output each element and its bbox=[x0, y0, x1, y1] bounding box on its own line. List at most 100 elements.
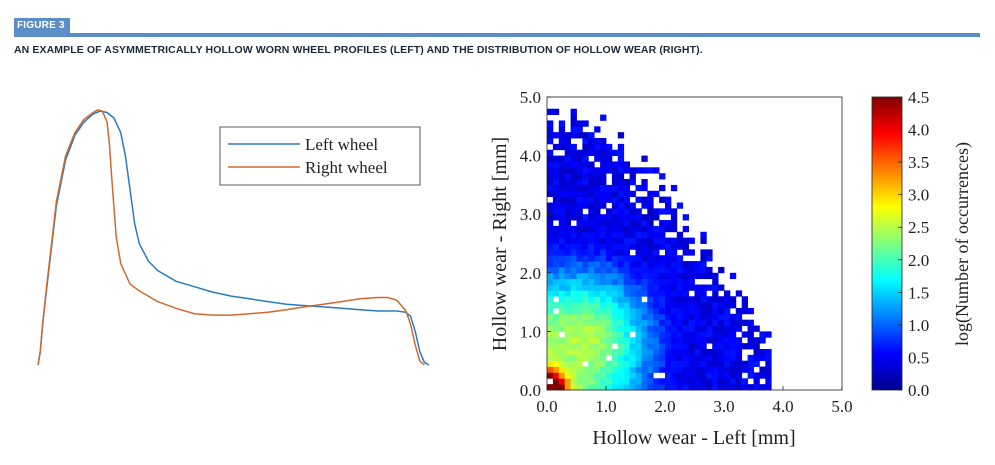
heatmap-cell bbox=[665, 331, 671, 337]
heatmap-cell bbox=[588, 326, 594, 332]
heatmap-cell bbox=[683, 326, 689, 332]
heatmap-cell bbox=[647, 191, 653, 197]
heatmap-cell bbox=[706, 349, 712, 355]
heatmap-cell bbox=[695, 261, 701, 267]
heatmap-cell bbox=[571, 214, 577, 220]
heatmap-cell bbox=[582, 167, 588, 173]
heatmap-cell bbox=[736, 290, 742, 296]
heatmap-cell bbox=[618, 279, 624, 285]
heatmap-cell bbox=[712, 279, 718, 285]
heatmap-cell bbox=[748, 372, 754, 378]
heatmap-cell bbox=[594, 185, 600, 191]
heatmap-cell bbox=[571, 167, 577, 173]
heatmap-cell bbox=[641, 167, 647, 173]
heatmap-cell bbox=[671, 226, 677, 232]
heatmap-cell bbox=[665, 349, 671, 355]
heatmap-cell bbox=[659, 331, 665, 337]
heatmap-cell bbox=[683, 378, 689, 384]
heatmap-cell bbox=[624, 355, 630, 361]
heatmap-cell bbox=[606, 156, 612, 162]
heatmap-cell bbox=[624, 191, 630, 197]
heatmap-cell bbox=[724, 302, 730, 308]
colorbar-tick-label: 3.0 bbox=[908, 186, 929, 205]
heatmap-cell bbox=[641, 384, 647, 390]
heatmap-cell bbox=[547, 349, 553, 355]
heatmap-cell bbox=[600, 314, 606, 320]
heatmap-cell bbox=[659, 244, 665, 250]
heatmap-cell bbox=[641, 249, 647, 255]
heatmap-cell bbox=[582, 331, 588, 337]
heatmap-cell bbox=[577, 267, 583, 273]
heatmap-cell bbox=[647, 279, 653, 285]
heatmap-cell bbox=[618, 185, 624, 191]
heatmap-cell bbox=[624, 255, 630, 261]
heatmap-cell bbox=[600, 308, 606, 314]
heatmap-cell bbox=[618, 132, 624, 138]
heatmap-cell bbox=[706, 285, 712, 291]
heatmap-cell bbox=[665, 238, 671, 244]
heatmap-cell bbox=[683, 285, 689, 291]
heatmap-cell bbox=[624, 185, 630, 191]
heatmap-cell bbox=[677, 238, 683, 244]
heatmap-cell bbox=[577, 337, 583, 343]
heatmap-cell bbox=[606, 249, 612, 255]
heatmap-cell bbox=[612, 249, 618, 255]
heatmap-cell bbox=[582, 156, 588, 162]
heatmap-cell bbox=[653, 214, 659, 220]
heatmap-cell bbox=[630, 337, 636, 343]
heatmap-cell bbox=[677, 367, 683, 373]
heatmap-cell bbox=[559, 285, 565, 291]
heatmap-cell bbox=[559, 120, 565, 126]
heatmap-cell bbox=[553, 290, 559, 296]
heatmap-cell bbox=[547, 279, 553, 285]
heatmap-cell bbox=[718, 372, 724, 378]
heatmap-cell bbox=[689, 378, 695, 384]
heatmap-cell bbox=[659, 197, 665, 203]
heatmap-cell bbox=[571, 191, 577, 197]
heatmap-cell bbox=[636, 361, 642, 367]
heatmap-cell bbox=[588, 202, 594, 208]
heatmap-cell bbox=[582, 120, 588, 126]
heatmap-cell bbox=[677, 343, 683, 349]
heatmap-cell bbox=[630, 343, 636, 349]
heatmap-cell bbox=[547, 372, 553, 378]
heatmap-cell bbox=[594, 378, 600, 384]
heatmap-cell bbox=[565, 197, 571, 203]
heatmap-cell bbox=[600, 290, 606, 296]
heatmap-cell bbox=[736, 372, 742, 378]
heatmap-cell bbox=[612, 279, 618, 285]
heatmap-cell bbox=[559, 220, 565, 226]
heatmap-cell bbox=[671, 238, 677, 244]
heatmap-cell bbox=[577, 285, 583, 291]
heatmap-cell bbox=[624, 384, 630, 390]
heatmap-cell bbox=[600, 249, 606, 255]
heatmap-cell bbox=[630, 226, 636, 232]
heatmap-cell bbox=[695, 337, 701, 343]
heatmap-cell bbox=[618, 161, 624, 167]
heatmap-cell bbox=[712, 314, 718, 320]
heatmap-cell bbox=[612, 197, 618, 203]
heatmap-cell bbox=[612, 285, 618, 291]
heatmap-cell bbox=[718, 378, 724, 384]
heatmap-cell bbox=[571, 273, 577, 279]
heatmap-cell bbox=[571, 296, 577, 302]
heatmap-cell bbox=[577, 191, 583, 197]
heatmap-cell bbox=[565, 179, 571, 185]
heatmap-cell bbox=[571, 261, 577, 267]
heatmap-cell bbox=[636, 314, 642, 320]
heatmap-cell bbox=[547, 326, 553, 332]
heatmap-cell bbox=[600, 226, 606, 232]
heatmap-cell bbox=[571, 367, 577, 373]
heatmap-cell bbox=[600, 326, 606, 332]
heatmap-cell bbox=[724, 337, 730, 343]
heatmap-cell bbox=[624, 161, 630, 167]
heatmap-cell bbox=[624, 308, 630, 314]
heatmap-cell bbox=[559, 273, 565, 279]
heatmap-cell bbox=[606, 302, 612, 308]
heatmap-cell bbox=[618, 226, 624, 232]
heatmap-cell bbox=[553, 244, 559, 250]
heatmap-cell bbox=[582, 308, 588, 314]
heatmap-cell bbox=[624, 179, 630, 185]
heatmap-cell bbox=[665, 296, 671, 302]
heatmap-cell bbox=[689, 302, 695, 308]
